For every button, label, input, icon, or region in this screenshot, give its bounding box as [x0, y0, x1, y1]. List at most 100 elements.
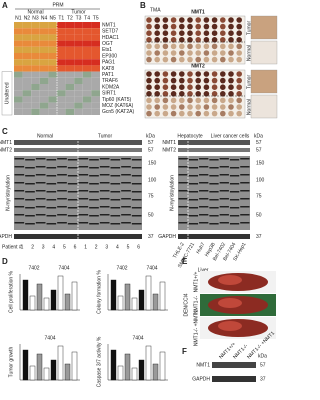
blot-band	[99, 190, 110, 192]
tma-core	[195, 56, 201, 63]
blot-band	[78, 166, 89, 168]
blot-band	[25, 175, 35, 177]
heatmap-cell	[48, 53, 57, 60]
patient-number: 5	[63, 244, 66, 250]
row-label: NMT1	[196, 362, 210, 368]
heatmap-cell	[91, 84, 100, 91]
gene-label: NMT1	[102, 22, 116, 28]
tma-core	[154, 37, 160, 43]
blot-band	[209, 183, 219, 185]
marker-label: 50	[148, 212, 154, 218]
ihc-image	[250, 15, 278, 40]
blot-band	[131, 215, 142, 217]
tma-core	[162, 71, 169, 77]
marker-label: 150	[148, 160, 157, 166]
gene-label: EP300	[102, 53, 117, 59]
heatmap-cell	[82, 102, 92, 109]
heatmap-cell	[65, 84, 75, 91]
tma-core	[162, 77, 169, 84]
heatmap-cell	[82, 46, 92, 53]
tma-core	[179, 77, 185, 84]
tma-core	[154, 77, 160, 84]
blot-band	[229, 215, 240, 217]
tma-core	[203, 17, 210, 23]
heatmap-cell	[31, 90, 40, 97]
tma-core	[195, 50, 201, 56]
heatmap-cell	[31, 96, 40, 103]
tma-core	[154, 84, 160, 90]
heatmap-cell	[57, 84, 66, 91]
blot-band	[89, 159, 99, 161]
group-label: Normal	[37, 133, 53, 139]
heatmap-cell	[39, 46, 49, 53]
heatmap-cell	[22, 46, 32, 53]
blot-band	[240, 214, 250, 216]
blot-band	[57, 174, 67, 176]
liver-lobe	[218, 275, 242, 285]
tma-core	[236, 56, 242, 63]
blot-band	[110, 175, 121, 177]
blot-band	[188, 199, 199, 201]
bar	[138, 289, 145, 311]
blot-band	[121, 222, 131, 224]
tma-core	[211, 110, 218, 117]
blot-band	[229, 183, 240, 185]
blot-band	[67, 199, 78, 201]
title: PRM	[52, 2, 63, 8]
blot-band	[199, 214, 209, 216]
tissue-label: Normal	[246, 99, 252, 115]
tma-core	[203, 37, 210, 43]
row-group-label: Unaltered	[4, 82, 10, 104]
tma-core	[179, 97, 185, 104]
blot-band	[240, 198, 250, 200]
heatmap-cell	[65, 65, 75, 72]
heatmap-cell	[14, 77, 23, 84]
heatmap-cell	[48, 77, 57, 84]
heatmap-cell	[48, 84, 57, 91]
blot-band	[99, 198, 110, 200]
heatmap-cell	[48, 28, 57, 35]
tma-core	[228, 23, 234, 30]
tma-core	[187, 97, 193, 104]
heatmap-cell	[65, 22, 75, 29]
heatmap-cell	[57, 90, 66, 97]
blot-band	[57, 190, 67, 192]
heatmap-cell	[22, 108, 32, 115]
ihc-image	[250, 40, 278, 65]
bar	[159, 351, 166, 381]
gene-label: Tip60 (KAT5)	[102, 97, 132, 103]
heatmap-cell	[48, 102, 57, 109]
blot-band	[25, 207, 35, 209]
tma-core	[211, 30, 218, 36]
tma-core	[187, 37, 193, 43]
heatmap-cell	[14, 90, 23, 97]
heatmap-cell	[91, 65, 100, 72]
blot-band	[25, 223, 35, 225]
heatmap-cell	[74, 28, 83, 35]
tma-core	[162, 104, 169, 110]
column-label: N2	[24, 15, 31, 21]
tma-core	[187, 17, 193, 23]
blot-band	[110, 191, 121, 193]
tma-core	[228, 104, 234, 110]
heatmap-cell	[65, 102, 75, 109]
blot-band	[209, 207, 219, 209]
blot-band	[99, 214, 110, 216]
blot-band	[78, 158, 89, 160]
tma-core	[211, 50, 218, 56]
heatmap-cell	[22, 22, 32, 29]
column-label: T1	[58, 15, 64, 21]
patient-number: 2	[31, 244, 34, 250]
panel-label: F	[182, 347, 187, 356]
heatmap-cell	[82, 59, 92, 66]
tma-core	[203, 50, 210, 56]
blot-band	[121, 214, 131, 216]
heatmap-cell	[22, 53, 32, 60]
row-label: N-myristoylation	[5, 175, 11, 211]
blot-band	[46, 215, 57, 217]
blot-band	[67, 167, 78, 169]
blot-band	[99, 166, 110, 168]
tma-core	[154, 71, 160, 77]
heatmap-cell	[91, 59, 100, 66]
tma-core	[179, 84, 185, 90]
